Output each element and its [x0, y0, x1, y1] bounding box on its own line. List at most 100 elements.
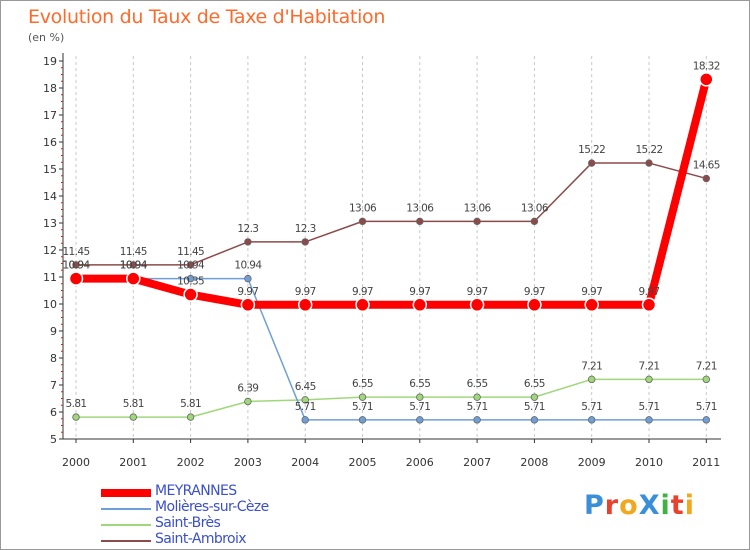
series-1-data-label: 5.71 — [295, 401, 316, 413]
legend-label: Saint-Brès — [155, 515, 221, 531]
series-3-point — [588, 159, 596, 167]
series-2-data-label: 7.21 — [696, 360, 717, 372]
series-3-point — [129, 261, 137, 269]
series-2-data-label: 6.39 — [237, 382, 258, 394]
y-tick-label: 5 — [50, 433, 57, 446]
chart-subtitle: (en %) — [28, 31, 65, 44]
series-3-line — [75, 162, 708, 266]
series-0-data-label: 9.97 — [409, 286, 430, 298]
x-tick-label: 2003 — [234, 456, 262, 469]
series-3-data-label: 15.22 — [635, 144, 662, 156]
series-1-data-label: 5.71 — [639, 401, 660, 413]
series-3-data-label: 11.45 — [62, 246, 89, 258]
series-3-point — [244, 238, 252, 246]
series-2-point — [530, 393, 539, 401]
x-tick-label: 2001 — [119, 456, 147, 469]
axes: 5 6 7 8 9 10 11 12 13 14 15 16 17 18 19 2000 2001 2002 200… — [43, 53, 721, 469]
series-2-data-label: 6.55 — [467, 378, 488, 390]
series-1-data-label: 5.71 — [352, 401, 373, 413]
series-2-data-label: 6.55 — [352, 378, 373, 390]
series-3-data-label: 13.06 — [521, 202, 549, 214]
series-2-data-label: 5.81 — [123, 398, 144, 410]
series-0-point — [183, 287, 198, 302]
y-tick-label: 8 — [50, 352, 57, 365]
legend-swatch — [101, 508, 151, 510]
series-0-point — [527, 297, 542, 313]
y-tick-label: 13 — [43, 217, 57, 230]
logo-letter: r — [604, 490, 620, 521]
series-0-point — [412, 297, 428, 313]
y-tick-label: 15 — [43, 163, 57, 176]
series-1-data-label: 5.71 — [581, 401, 602, 413]
series-2-data-label: 7.21 — [581, 360, 602, 372]
series-0-data-label: 9.97 — [524, 286, 545, 298]
series-3-data-label: 11.45 — [120, 246, 147, 258]
series-3-point — [72, 261, 80, 269]
series-0-point — [126, 271, 141, 286]
series-3-point — [358, 217, 367, 226]
series-3-point — [416, 217, 424, 226]
y-tick-label: 12 — [43, 244, 57, 257]
series-1-data-label: 5.71 — [696, 401, 717, 413]
series-0-point — [68, 271, 84, 286]
series-0-data-label: 9.97 — [295, 286, 316, 298]
series-1-data-label: 10.94 — [234, 260, 262, 272]
series-3-data-label: 12.3 — [237, 223, 258, 235]
series-3-point — [530, 217, 539, 226]
series-layer — [68, 72, 714, 424]
logo-letter: o — [619, 490, 639, 521]
y-tick-label: 11 — [43, 271, 57, 284]
series-2-data-label: 7.21 — [639, 360, 660, 372]
series-1-point — [301, 416, 309, 424]
series-1-data-label: 10.94 — [177, 260, 205, 272]
y-tick-label: 10 — [43, 298, 57, 311]
y-tick-label: 19 — [43, 55, 57, 68]
x-tick-label: 2007 — [463, 456, 491, 469]
x-tick-label: 2002 — [177, 456, 205, 469]
series-1-point — [702, 416, 710, 424]
series-1-data-label: 5.71 — [467, 401, 488, 413]
series-0-data-label: 10.35 — [177, 276, 204, 288]
legend-swatch — [101, 489, 151, 497]
series-0-data-label: 9.97 — [639, 286, 660, 298]
y-tick-label: 17 — [43, 109, 57, 122]
x-tick-label: 2009 — [578, 456, 606, 469]
grid-lines — [75, 56, 707, 439]
logo-letter: t — [670, 490, 685, 521]
series-0-data-label: 10.94 — [120, 260, 148, 272]
series-0-point — [355, 297, 370, 313]
series-0-data-label: 9.97 — [237, 286, 258, 298]
series-1-point — [358, 416, 367, 424]
y-tick-label: 9 — [50, 325, 57, 338]
x-tick-label: 2005 — [349, 456, 377, 469]
series-2-point — [301, 396, 309, 404]
series-1-point — [416, 416, 424, 424]
series-1-point — [473, 416, 481, 424]
y-tick-label: 14 — [43, 190, 57, 203]
series-1-data-label: 10.94 — [62, 260, 90, 272]
chart-title: Evolution du Taux de Taxe d'Habitation — [28, 6, 386, 28]
series-0-point — [240, 297, 256, 313]
series-3-point — [702, 174, 710, 183]
series-1-data-label: 5.71 — [409, 401, 430, 413]
logo-letter: X — [638, 490, 661, 521]
series-2-point — [588, 375, 596, 384]
series-3-data-label: 13.06 — [406, 202, 434, 214]
y-tick-label: 18 — [43, 82, 57, 95]
logo-letter: P — [584, 490, 605, 521]
series-2-point — [645, 375, 653, 384]
series-2-line — [75, 378, 708, 418]
series-2-data-label: 6.55 — [409, 378, 430, 390]
series-2-data-label: 5.81 — [180, 398, 201, 410]
series-0-point — [297, 297, 313, 313]
x-tick-label: 2010 — [635, 456, 663, 469]
series-0-data-label: 9.97 — [467, 286, 488, 298]
series-1-data-label: 5.71 — [524, 401, 545, 413]
series-1-point — [588, 416, 596, 424]
series-0-data-label: 9.97 — [352, 286, 373, 298]
series-3-data-label: 11.45 — [177, 246, 204, 258]
series-2-point — [244, 397, 252, 406]
x-tick-label: 2006 — [406, 456, 434, 469]
series-3-data-label: 13.06 — [349, 202, 377, 214]
